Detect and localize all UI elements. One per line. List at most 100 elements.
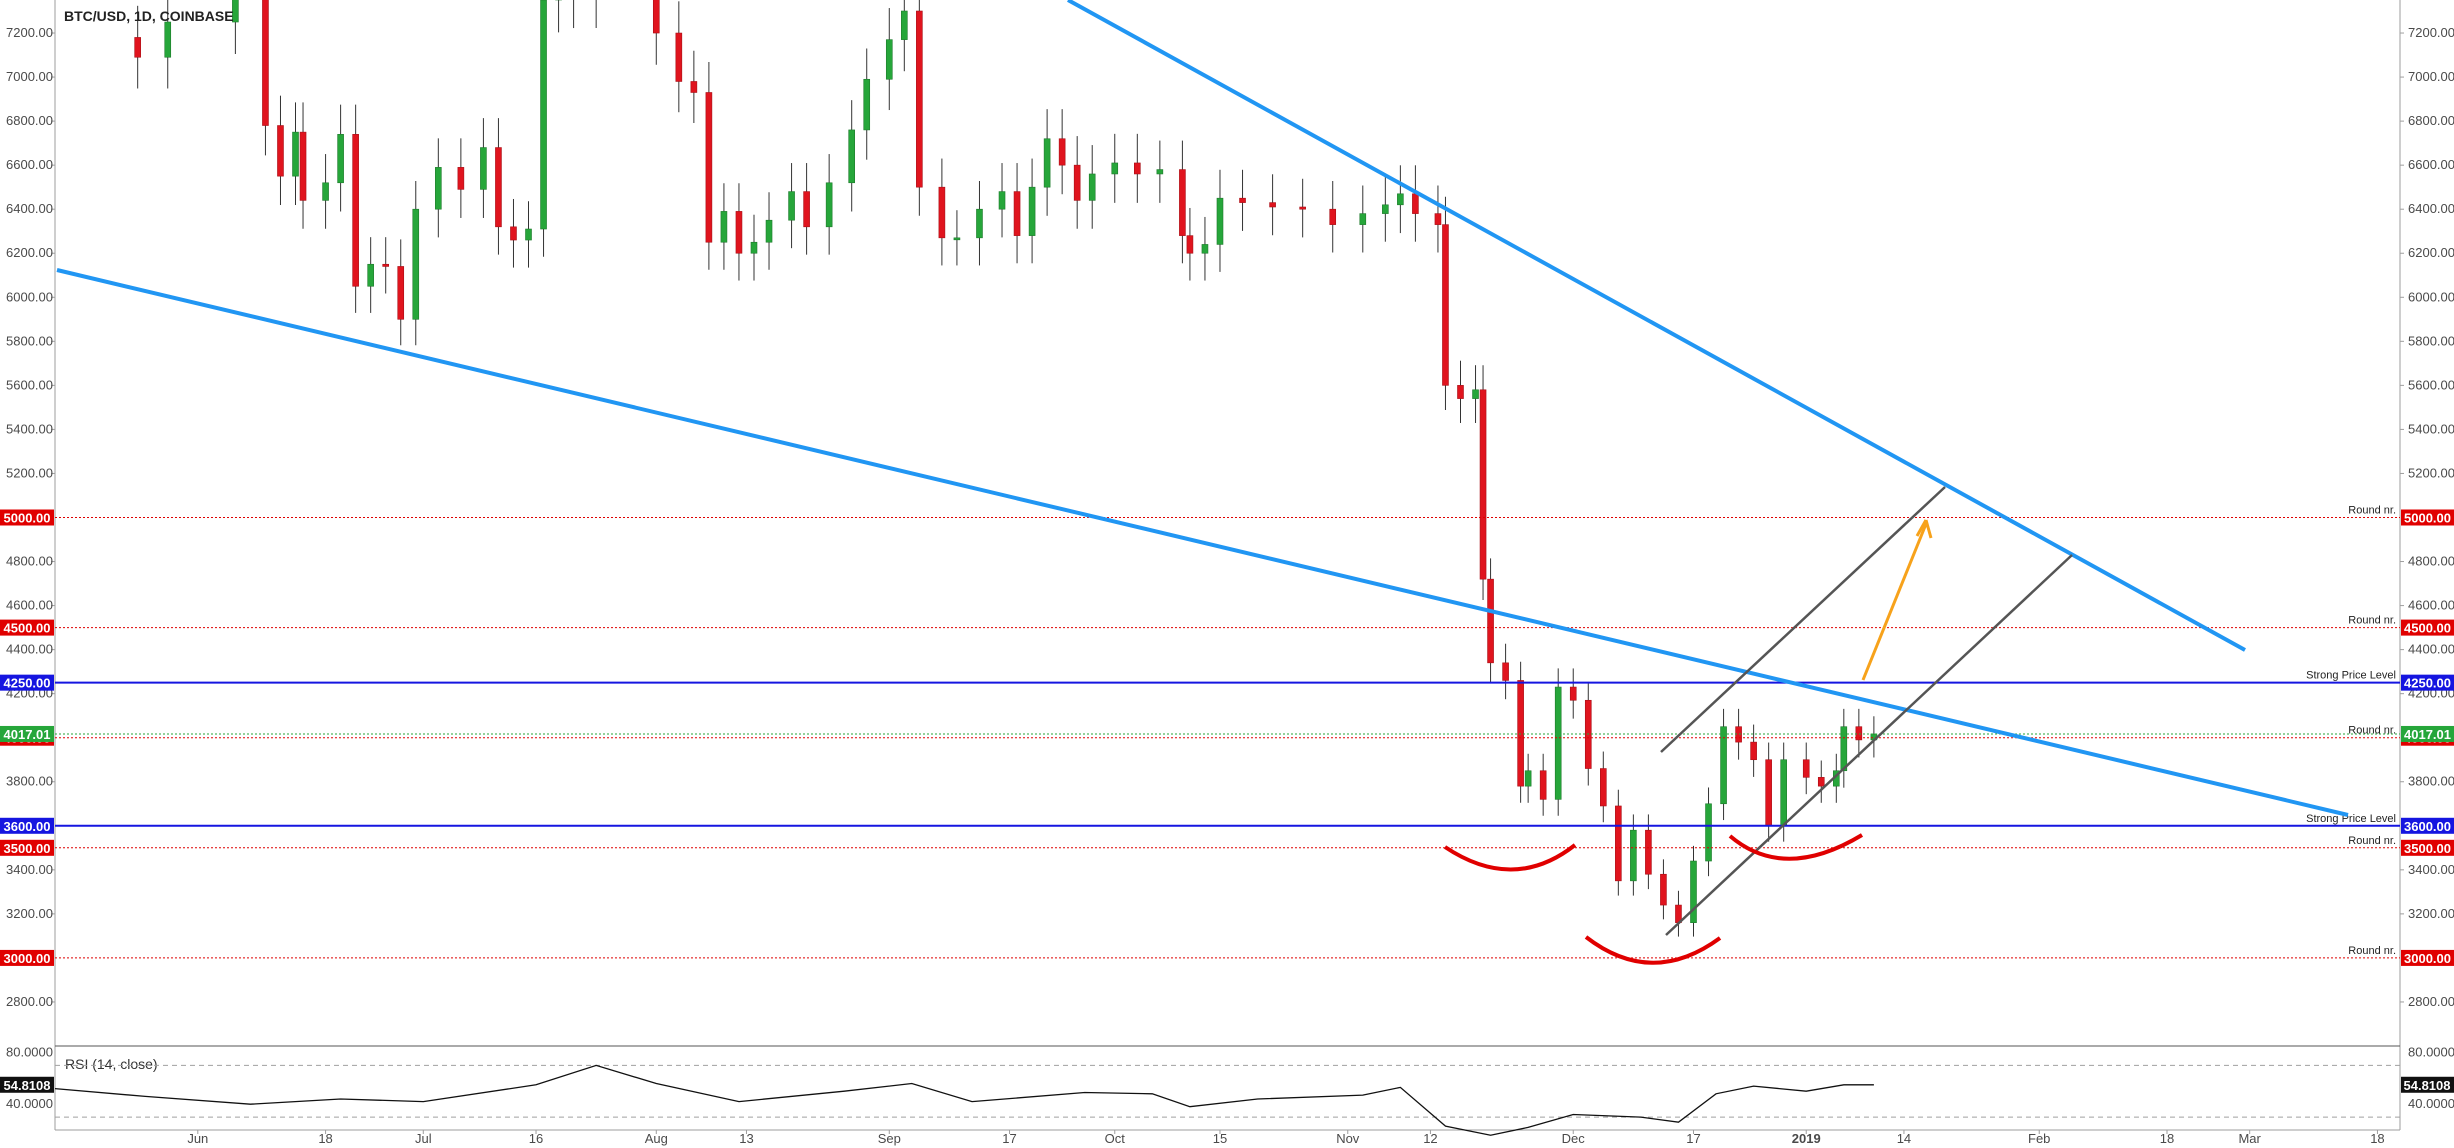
x-tick-label: 18 xyxy=(2370,1131,2384,1146)
x-tick-label: 12 xyxy=(1423,1131,1437,1146)
candle-body-down xyxy=(1765,759,1772,827)
candle-body-down xyxy=(1645,829,1652,875)
candle-body-up xyxy=(1554,686,1562,800)
price-levels-layer: Round nr. Round nr. Strong Price Level Roun… xyxy=(55,504,2400,959)
projection-arrow[interactable] xyxy=(1861,523,1928,681)
lower-descending-trendline[interactable] xyxy=(56,268,2349,817)
channel-upper-line[interactable] xyxy=(1660,486,1946,753)
candle xyxy=(412,181,420,346)
candle-body-up xyxy=(825,182,833,228)
analysis-drawings[interactable] xyxy=(56,0,2349,965)
candle-body-up xyxy=(1524,770,1532,787)
candle-body-down xyxy=(1750,741,1757,761)
right-shoulder-arc[interactable] xyxy=(1728,833,1864,861)
candle-body-up xyxy=(1359,213,1367,225)
y-tick-label-right: 6800.00 xyxy=(2408,113,2454,128)
candle xyxy=(352,104,359,313)
candle-body-up xyxy=(720,211,728,243)
rsi-pane[interactable]: RSI (14, close) 80.0000 40.0000 80.0000 40.… xyxy=(0,1044,2454,1136)
candle-body-down xyxy=(916,10,923,188)
candle-body-down xyxy=(1517,680,1524,787)
left-level-tag: 3600.00 xyxy=(0,817,54,834)
x-tick-label: 13 xyxy=(739,1131,753,1146)
candle xyxy=(705,61,713,270)
right-level-tag-label: 4500.00 xyxy=(2404,621,2451,636)
right-level-tag-label: 3500.00 xyxy=(2404,841,2451,856)
candles-layer xyxy=(134,0,1878,937)
left-level-tag-bg xyxy=(0,839,54,856)
candle-body-up xyxy=(1111,162,1119,175)
x-tick-label: 16 xyxy=(529,1131,543,1146)
candle-body-down xyxy=(803,191,810,228)
candle-body-down xyxy=(1058,138,1066,166)
candle xyxy=(1111,133,1119,203)
x-tick-label: Feb xyxy=(2028,1131,2050,1146)
candle-body-up xyxy=(435,167,442,210)
candle xyxy=(540,0,547,257)
candle xyxy=(1269,174,1276,236)
candle xyxy=(1615,789,1622,896)
candle xyxy=(1186,207,1194,281)
candle-body-up xyxy=(367,263,374,287)
right-current-price-tag: 4017.01 xyxy=(2401,725,2454,742)
candle xyxy=(1329,181,1337,253)
left-level-tag-label: 3000.00 xyxy=(4,951,51,966)
candle-body-down xyxy=(510,226,517,241)
candle xyxy=(1359,185,1367,253)
price-pane[interactable] xyxy=(54,0,2401,1131)
head-arc[interactable] xyxy=(1584,935,1722,965)
candle-body-down xyxy=(1479,389,1487,580)
y-tick-label-right: 5200.00 xyxy=(2408,465,2454,480)
y-tick-label-left: 5800.00 xyxy=(6,333,53,348)
left-level-tag-label: 4500.00 xyxy=(4,621,51,636)
candle-body-up xyxy=(480,147,487,190)
candle-body-down xyxy=(1539,770,1547,800)
x-tick-label: Sep xyxy=(878,1131,901,1146)
candle-body-up xyxy=(765,219,773,243)
upper-descending-trendline[interactable] xyxy=(1067,0,2246,652)
candle-body-up xyxy=(164,21,172,58)
right-level-tag-bg xyxy=(2401,839,2454,856)
x-tick-label: Aug xyxy=(645,1131,668,1146)
right-current-price-tag-label: 4017.01 xyxy=(2404,727,2451,742)
channel-lower-line[interactable] xyxy=(1665,554,2073,936)
left-level-tag-bg xyxy=(0,949,54,966)
left-shoulder-arc[interactable] xyxy=(1443,843,1577,872)
time-axis[interactable]: Jun 18 Jul 16 Aug 13 Sep 17 Oct 15 Nov 12 Dec 17 2019 1… xyxy=(187,1130,2385,1146)
candle xyxy=(735,183,743,281)
candle xyxy=(848,100,855,212)
y-tick-label-left: 2800.00 xyxy=(6,994,53,1009)
price-level-note: Round nr. xyxy=(2348,835,2396,847)
candle-body-down xyxy=(938,186,946,239)
x-tick-label: Jul xyxy=(415,1131,432,1146)
candle xyxy=(262,0,269,156)
y-tick-label-right: 4400.00 xyxy=(2408,642,2454,657)
right-level-tag: 4250.00 xyxy=(2401,674,2454,691)
candle-body-up xyxy=(1201,244,1209,254)
y-tick-label-right: 6400.00 xyxy=(2408,201,2454,216)
candle xyxy=(1239,169,1246,231)
candle xyxy=(825,154,833,255)
rsi-value-tag-right: 54.8108 xyxy=(2401,1076,2454,1093)
candle-body-up xyxy=(848,129,855,184)
y-tick-label-right: 3200.00 xyxy=(2408,906,2454,921)
price-level-note: Strong Price Level xyxy=(2306,813,2396,825)
candle xyxy=(652,0,660,65)
candle xyxy=(1750,724,1757,777)
candle-body-down xyxy=(1817,777,1825,787)
candle xyxy=(525,201,532,268)
candle-body-down xyxy=(397,266,405,320)
candle xyxy=(1487,558,1494,682)
price-axis[interactable]: 7200.00 7200.00 7000.00 7000.00 6800.00 6800.… xyxy=(6,25,2454,1009)
left-current-price-tag: 4017.01 xyxy=(0,725,54,742)
candle xyxy=(457,138,465,218)
rsi-line[interactable] xyxy=(54,1064,1874,1136)
candle-body-up xyxy=(976,208,983,239)
candle-body-up xyxy=(1028,186,1036,236)
y-tick-label-left: 7000.00 xyxy=(6,69,53,84)
price-level-note: Round nr. xyxy=(2348,945,2396,957)
rsi-value-label: 54.8108 xyxy=(2404,1078,2451,1093)
candle xyxy=(1539,753,1547,816)
